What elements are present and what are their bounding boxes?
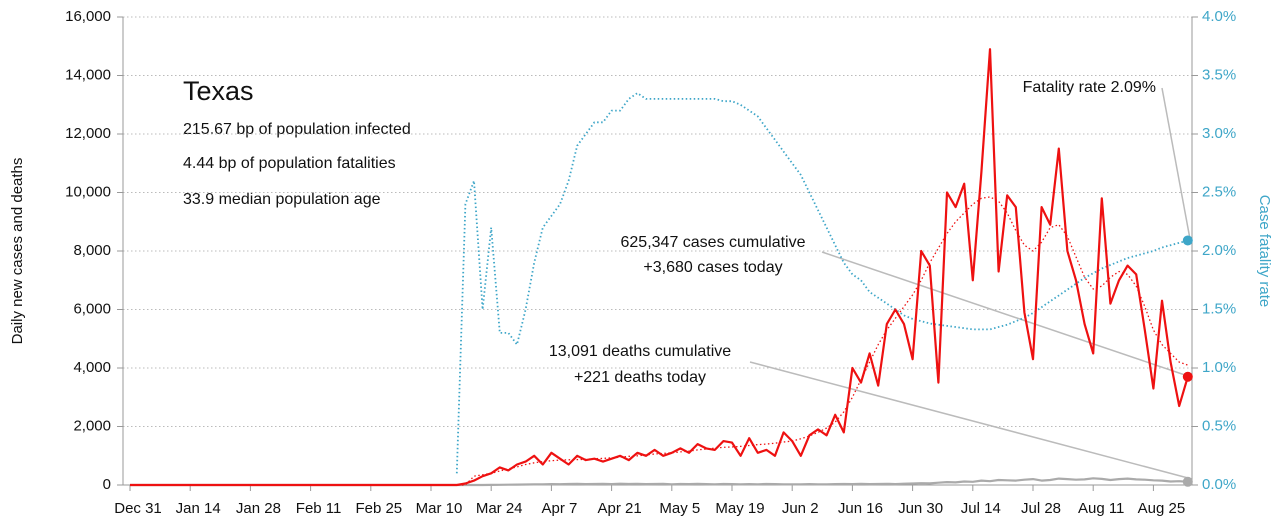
fatality-annotation: Fatality rate 2.09% (1023, 79, 1156, 96)
x-tick-label: Feb 25 (355, 500, 402, 517)
leader-line (1161, 87, 1191, 240)
x-tick-label: Apr 7 (541, 500, 577, 517)
x-tick-label: Aug 25 (1138, 500, 1186, 517)
x-tick-label: Mar 10 (416, 500, 463, 517)
x-tick-label: Jul 28 (1021, 500, 1061, 517)
x-tick-label: Mar 24 (476, 500, 523, 517)
y2-tick-label: 2.0% (1202, 242, 1236, 259)
x-tick-label: Apr 21 (597, 500, 641, 517)
y2-tick-label: 2.5% (1202, 183, 1236, 200)
x-tick-label: Aug 11 (1078, 500, 1124, 517)
cases-annotation: +3,680 cases today (643, 259, 782, 276)
deaths-annotation: +221 deaths today (574, 369, 706, 386)
y-axis-label: Daily new cases and deaths (9, 158, 26, 345)
y2-tick-label: 4.0% (1202, 8, 1236, 25)
x-tick-label: Dec 31 (114, 500, 162, 517)
y2-tick-label: 3.0% (1202, 125, 1236, 142)
x-tick-label: Jan 14 (176, 500, 221, 517)
y2-tick-label: 1.0% (1202, 359, 1236, 376)
x-tick-label: Jul 14 (961, 500, 1001, 517)
info-line: 215.67 bp of population infected (183, 121, 411, 138)
y-tick-label: 0 (103, 476, 111, 493)
cases-annotation: 625,347 cases cumulative (621, 234, 806, 251)
end-point (1182, 371, 1193, 382)
x-tick-label: Jun 30 (898, 500, 943, 517)
end-point (1182, 476, 1193, 487)
x-tick-label: Feb 11 (296, 500, 342, 517)
y2-tick-label: 0.5% (1202, 417, 1236, 434)
y-tick-label: 14,000 (65, 66, 111, 83)
x-tick-label: May 19 (715, 500, 764, 517)
y-tick-label: 16,000 (65, 8, 111, 25)
leader-line (821, 251, 1189, 377)
y-tick-label: 10,000 (65, 183, 111, 200)
x-tick-label: Jun 2 (782, 500, 819, 517)
y-tick-label: 12,000 (65, 125, 111, 142)
info-line: 4.44 bp of population fatalities (183, 155, 396, 172)
y-tick-label: 2,000 (73, 417, 111, 434)
series-line (130, 48, 1189, 487)
y-tick-label: 8,000 (73, 242, 111, 259)
deaths-annotation: 13,091 deaths cumulative (549, 343, 731, 360)
chart-title: Texas (183, 76, 254, 106)
leader-line (749, 361, 1189, 479)
x-tick-label: Jan 28 (236, 500, 281, 517)
x-tick-label: May 5 (659, 500, 700, 517)
end-point (1182, 235, 1193, 246)
series-line (455, 92, 1189, 474)
x-tick-label: Jun 16 (838, 500, 883, 517)
y2-tick-label: 3.5% (1202, 66, 1236, 83)
y2-tick-label: 0.0% (1202, 476, 1236, 493)
y2-tick-label: 1.5% (1202, 300, 1236, 317)
y-tick-label: 4,000 (73, 359, 111, 376)
info-line: 33.9 median population age (183, 191, 381, 208)
y-tick-label: 6,000 (73, 300, 111, 317)
y2-axis-label: Case fatality rate (1256, 195, 1273, 308)
